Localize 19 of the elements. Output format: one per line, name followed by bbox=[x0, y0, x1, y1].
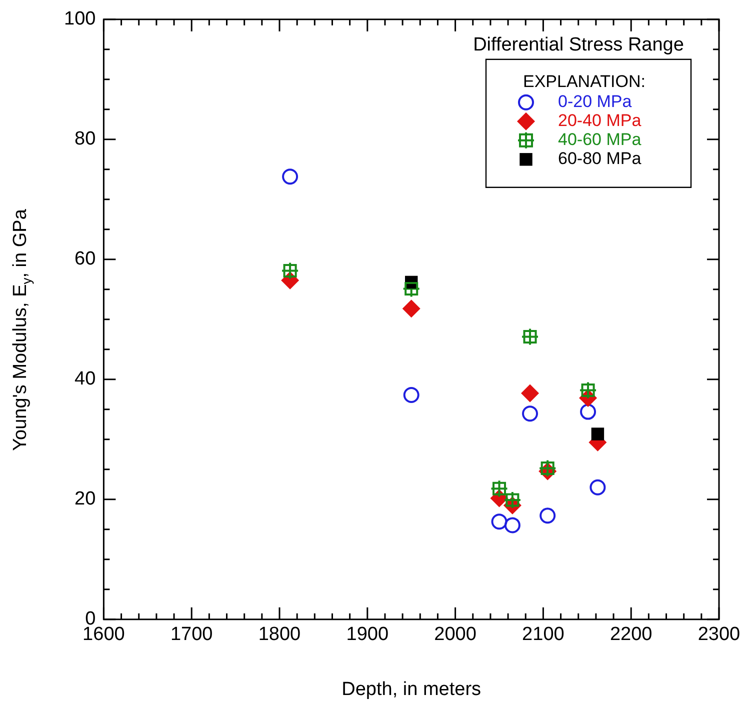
annotation: EXPLANATION: bbox=[523, 72, 646, 92]
y-tick-label: 60 bbox=[74, 248, 96, 270]
legend-label: 60-80 MPa bbox=[558, 149, 642, 168]
legend-label: 0-20 MPa bbox=[558, 92, 632, 112]
legend-label: 40-60 MPa bbox=[558, 130, 642, 150]
x-tick-label: 2100 bbox=[522, 624, 564, 646]
x-tick-label: 1800 bbox=[258, 624, 301, 646]
y-tick-label: 20 bbox=[74, 488, 96, 510]
x-tick-label: 1900 bbox=[346, 624, 389, 646]
x-axis-title: Depth, in meters bbox=[342, 678, 482, 700]
x-tick-label: 2300 bbox=[698, 624, 740, 646]
y-tick-label: 100 bbox=[64, 8, 96, 30]
x-tick-label: 2000 bbox=[434, 624, 476, 646]
legend-title: Differential Stress Range bbox=[473, 34, 684, 56]
x-tick-label: 2200 bbox=[610, 624, 652, 646]
x-tick-label: 1700 bbox=[170, 624, 213, 646]
y-tick-label: 40 bbox=[74, 368, 96, 390]
legend-label: 20-40 MPa bbox=[558, 111, 642, 130]
y-tick-label: 80 bbox=[74, 128, 96, 150]
